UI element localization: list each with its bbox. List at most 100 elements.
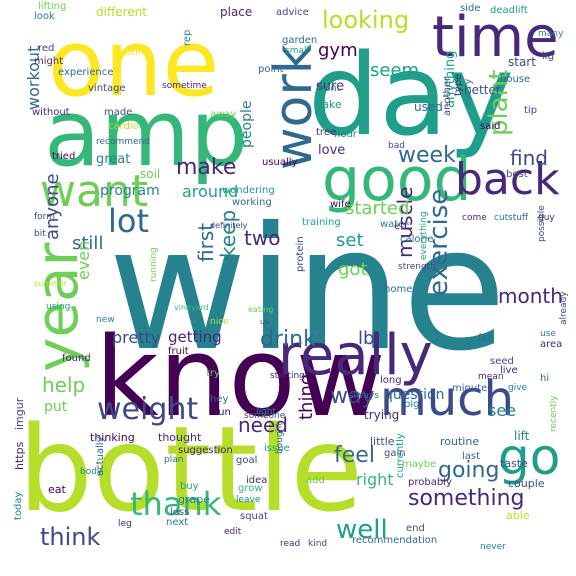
cloud-word: need [238,413,288,437]
cloud-word: back [455,154,560,205]
cloud-word: going [438,458,500,483]
cloud-word: lifting [38,1,67,12]
cloud-word: day [308,31,515,161]
cloud-word: next [166,517,189,528]
cloud-word: people [239,100,255,148]
cloud-word: summer [34,279,68,288]
cloud-word: always [348,391,379,401]
cloud-word: go [498,428,561,486]
cloud-word: better [464,83,501,97]
cloud-word: see [488,401,517,420]
cloud-word: deadlift [490,5,528,16]
cloud-word: feel [334,443,375,468]
cloud-word: amp [44,80,249,187]
cloud-word: sure [316,79,345,94]
cloud-word: month [498,284,563,308]
cloud-word: water [380,219,409,230]
cloud-word: start [508,55,536,69]
cloud-word: might [34,56,64,67]
cloud-word: trying [364,408,400,422]
cloud-word: drink [260,327,316,352]
cloud-word: pretty [112,328,161,347]
cloud-word: without [32,107,70,118]
cloud-word: bottle [18,400,364,538]
cloud-word: keep [216,209,240,258]
cloud-word: working [232,197,272,208]
cloud-word: plan [164,455,184,465]
cloud-word: lift [514,429,530,443]
cloud-word: still [72,233,104,254]
cloud-word: best [506,169,528,180]
cloud-word: idea [246,475,268,486]
cloud-word: put [44,399,68,415]
cloud-word: far [478,333,492,344]
cloud-word: strength [398,262,436,272]
cloud-word: got [338,259,368,280]
cloud-word: nice [210,317,229,327]
cloud-word: try [206,368,220,379]
cloud-word: something [408,486,525,511]
cloud-word: maybe [402,459,437,470]
cloud-word: vineyard [174,303,209,312]
cloud-word: currently [395,433,406,478]
cloud-word: right [356,470,394,489]
cloud-word: routine [440,435,480,448]
cloud-word: advice [276,7,309,18]
cloud-word: last [462,451,481,462]
cloud-word: home [384,284,413,295]
cloud-word: away [210,109,237,120]
cloud-word: red [38,43,55,54]
cloud-word: actually [95,436,106,477]
cloud-word: recommendation [352,535,438,546]
cloud-word: experience [58,67,114,78]
cloud-word: read [280,539,301,549]
cloud-word: usually [262,157,298,168]
cloud-word: time [432,5,559,70]
cloud-word: end [406,523,425,534]
cloud-word: think [40,523,101,551]
cloud-word: small [285,46,309,56]
cloud-word: https [13,441,26,470]
cloud-word: garden [282,35,318,46]
cloud-word: well [336,515,388,545]
cloud-word: wine [108,191,507,389]
cloud-word: lot [108,202,150,240]
cloud-word: squat [240,511,268,522]
cloud-word: wondering [222,185,275,196]
cloud-word: know [95,313,386,441]
cloud-word: cardio [108,121,139,132]
cloud-word: another [442,76,453,116]
cloud-word: started [345,198,410,219]
cloud-word: went [316,83,341,94]
cloud-word: use [540,329,556,339]
cloud-word: possible [537,205,547,242]
cloud-word: kind [308,539,328,549]
cloud-word: week [398,143,456,168]
cloud-word: gain [384,448,406,459]
cloud-word: someone [244,411,286,421]
cloud-word: little [370,435,395,448]
cloud-word: leave [236,495,261,505]
cloud-word: today [13,491,24,520]
cloud-word: way [330,384,375,409]
cloud-word: couple [508,477,545,490]
cloud-word: want [40,166,149,217]
cloud-word: add [306,475,325,486]
cloud-word: already [559,291,569,325]
cloud-word: found [62,353,91,364]
cloud-word: getting [168,328,222,346]
cloud-word: etc [394,221,410,232]
cloud-word: find [510,146,548,170]
cloud-word: long [380,375,402,386]
cloud-word: light [256,407,276,417]
cloud-word: starting [270,371,305,381]
cloud-word: seed [490,356,514,367]
cloud-word: running [149,247,159,282]
cloud-word: really [278,323,433,388]
cloud-word: place [220,5,253,19]
cloud-word: edit [224,527,242,537]
cloud-word: taste [500,457,528,470]
cloud-word: issue [264,443,290,454]
cloud-word: protein [295,236,306,272]
